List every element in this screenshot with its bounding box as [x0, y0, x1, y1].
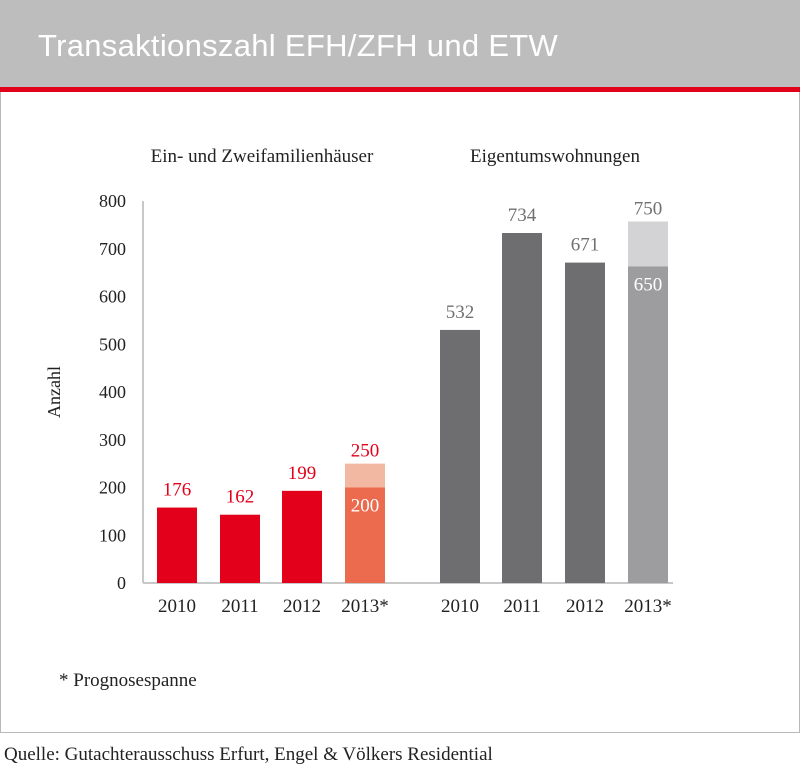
bar: [502, 232, 542, 583]
y-tick-label: 800: [99, 191, 126, 211]
y-axis-label: Anzahl: [44, 366, 64, 418]
group-header: Ein- und Zweifamilienhäuser: [151, 146, 374, 167]
bar-forecast-range: [628, 221, 668, 267]
x-tick-label: 2013*: [341, 596, 389, 617]
data-label-forecast-high: 750: [634, 199, 663, 220]
group-header: Eigentumswohnungen: [470, 146, 640, 167]
bar-forecast-range: [345, 463, 385, 488]
y-tick-label: 300: [99, 430, 126, 450]
x-tick-label: 2012: [566, 596, 604, 617]
bar: [565, 262, 605, 583]
bar: [440, 329, 480, 583]
data-label: 734: [508, 205, 537, 226]
source-note: Quelle: Gutachterausschuss Erfurt, Engel…: [4, 744, 493, 765]
data-label: 162: [226, 487, 255, 508]
bar: [220, 514, 260, 583]
footnote: * Prognosespanne: [59, 670, 197, 691]
y-tick-label: 200: [99, 478, 126, 498]
y-tick-label: 0: [117, 573, 126, 593]
data-label-forecast-high: 250: [351, 441, 380, 462]
bar: [157, 507, 197, 583]
y-tick-label: 700: [99, 239, 126, 259]
x-tick-label: 2012: [283, 596, 321, 617]
data-label-forecast-low: 650: [634, 274, 663, 295]
x-tick-label: 2011: [221, 596, 258, 617]
x-tick-label: 2013*: [624, 596, 672, 617]
y-tick-label: 500: [99, 334, 126, 354]
header-bar: Transaktionszahl EFH/ZFH und ETW: [0, 0, 800, 92]
data-label: 199: [288, 463, 317, 484]
y-tick-label: 100: [99, 525, 126, 545]
data-label: 671: [571, 235, 600, 256]
bar-forecast-base: [628, 266, 668, 583]
data-label-forecast-low: 200: [351, 496, 380, 517]
y-tick-label: 600: [99, 287, 126, 307]
x-tick-label: 2010: [441, 596, 479, 617]
x-tick-label: 2010: [158, 596, 196, 617]
data-label: 176: [163, 480, 192, 501]
bar-forecast-base: [345, 487, 385, 583]
data-label: 532: [446, 302, 475, 323]
y-tick-label: 400: [99, 382, 126, 402]
bar: [282, 490, 322, 583]
chart-title: Transaktionszahl EFH/ZFH und ETW: [38, 28, 559, 63]
x-tick-label: 2011: [503, 596, 540, 617]
